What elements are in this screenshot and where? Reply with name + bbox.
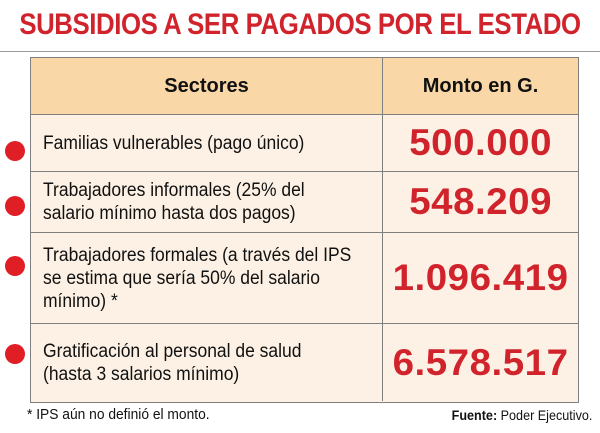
sector-label: Familias vulnerables (pago único) (43, 132, 305, 154)
column-header-amount: Monto en G. (422, 74, 539, 97)
red-dot-bullet-icon (5, 256, 25, 276)
red-dot-bullet-icon (5, 344, 25, 364)
red-dot-bullet-icon (5, 196, 25, 216)
column-header-sectors: Sectores (31, 58, 383, 114)
table-row: Gratificación al personal de salud (hast… (31, 324, 578, 401)
infographic-title: SUBSIDIOS A SER PAGADOS POR EL ESTADO (19, 8, 581, 41)
source-value: Poder Ejecutivo. (500, 407, 592, 423)
amount-value: 6.578.517 (392, 341, 569, 383)
sector-cell: Trabajadores informales (25% del salario… (31, 172, 383, 232)
sector-label: Trabajadores formales (a través del IPS … (43, 244, 352, 312)
table-header-row: Sectores Monto en G. (31, 58, 578, 115)
red-dot-bullet-icon (5, 141, 25, 161)
amount-value: 1.096.419 (392, 257, 569, 298)
sector-label: Gratificación al personal de salud (hast… (43, 340, 302, 385)
amount-cell: 6.578.517 (383, 324, 578, 401)
source-label: Fuente: (451, 407, 497, 423)
amount-value: 500.000 (409, 122, 552, 163)
amount-cell: 500.000 (383, 115, 578, 171)
amount-cell: 548.209 (383, 172, 578, 232)
sector-cell: Gratificación al personal de salud (hast… (31, 324, 383, 401)
table-row: Trabajadores formales (a través del IPS … (31, 233, 578, 324)
amount-value: 548.209 (409, 181, 552, 222)
table-row: Familias vulnerables (pago único) 500.00… (31, 115, 578, 172)
sector-cell: Trabajadores formales (a través del IPS … (31, 233, 383, 323)
footnote: * IPS aún no definió el monto. (27, 406, 210, 423)
sector-cell: Familias vulnerables (pago único) (31, 115, 383, 171)
source-credit: Fuente: Poder Ejecutivo. (451, 407, 592, 423)
table-row: Trabajadores informales (25% del salario… (31, 172, 578, 233)
subsidies-table: Sectores Monto en G. Familias vulnerable… (30, 57, 579, 403)
sector-label: Trabajadores informales (25% del salario… (43, 180, 305, 224)
title-divider (0, 51, 600, 52)
amount-cell: 1.096.419 (383, 233, 578, 323)
